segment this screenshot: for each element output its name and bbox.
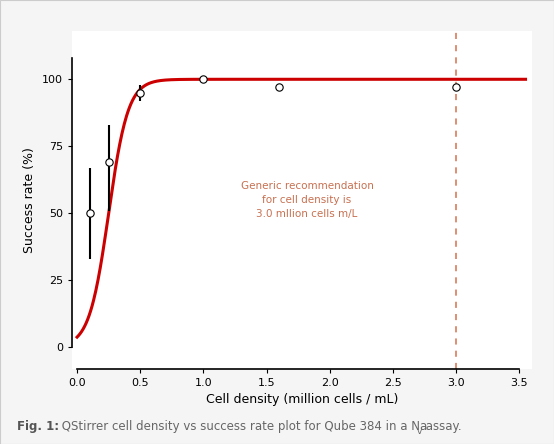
X-axis label: Cell density (million cells / mL): Cell density (million cells / mL) bbox=[206, 393, 398, 406]
Text: v: v bbox=[417, 428, 422, 436]
Text: assay.: assay. bbox=[422, 420, 462, 433]
Text: QStirrer cell density vs success rate plot for Qube 384 in a Na: QStirrer cell density vs success rate pl… bbox=[58, 420, 428, 433]
Point bbox=[104, 159, 113, 166]
Point bbox=[275, 84, 284, 91]
Point bbox=[199, 76, 208, 83]
Text: Fig. 1:: Fig. 1: bbox=[17, 420, 59, 433]
Y-axis label: Success rate (%): Success rate (%) bbox=[23, 147, 37, 253]
Text: Generic recommendation
for cell density is
3.0 mllion cells m/L: Generic recommendation for cell density … bbox=[240, 181, 373, 219]
Point bbox=[85, 210, 94, 217]
Point bbox=[136, 89, 145, 96]
Point bbox=[452, 84, 460, 91]
